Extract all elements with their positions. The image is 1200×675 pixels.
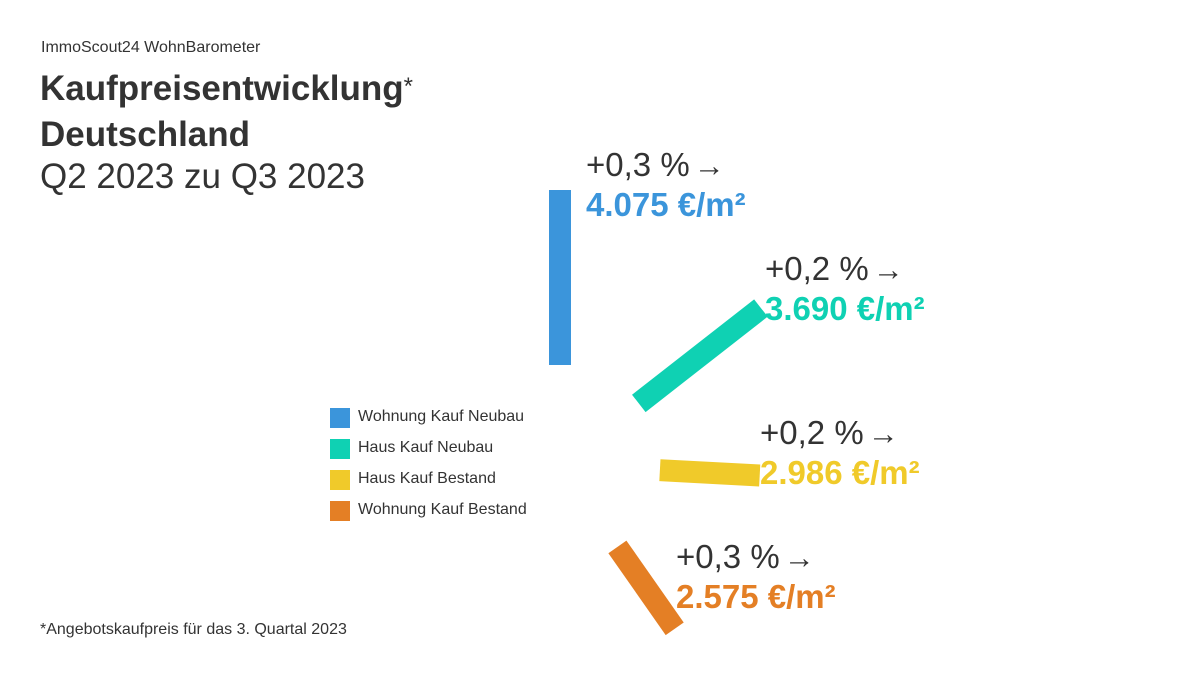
change-label: +0,3 % → [676,538,815,575]
arrow-right-icon: → [783,540,815,575]
bar-haus-kauf-bestand [659,459,761,487]
change-label: +0,2 % → [760,414,899,451]
legend-swatch [330,408,350,428]
annotation-wohnung-neubau: +0,3 % → 4.075 €/m² [586,146,746,225]
price-label: 4.075 €/m² [586,186,746,223]
source-label: ImmoScout24 WohnBarometer [41,39,261,56]
arrow-right-icon: → [867,416,899,451]
legend-swatch [330,439,350,459]
title-line-1: Kaufpreisentwicklung [40,69,404,108]
annotation-haus-neubau: +0,2 % → 3.690 €/m² [765,250,925,329]
legend-swatch [330,501,350,521]
bar-haus-kauf-neubau [632,299,768,413]
legend-swatch [330,470,350,490]
price-label: 2.986 €/m² [760,454,920,491]
title-line-2: Deutschland [40,115,251,154]
price-label: 3.690 €/m² [765,290,925,327]
legend-label: Wohnung Kauf Bestand [358,501,527,518]
chart-subtitle: Q2 2023 zu Q3 2023 [40,157,365,196]
legend-label: Haus Kauf Neubau [358,439,494,456]
change-label: +0,2 % → [765,250,904,287]
bar-wohnung-kauf-bestand [608,540,684,636]
arrow-right-icon: → [693,148,725,183]
price-label: 2.575 €/m² [676,578,836,615]
annotation-wohnung-bestand: +0,3 % → 2.575 €/m² [676,538,836,617]
footnote: *Angebotskaufpreis für das 3. Quartal 20… [40,621,347,638]
legend-label: Haus Kauf Bestand [358,470,496,487]
chart-title: Kaufpreisentwicklung* Deutschland [40,66,413,158]
change-label: +0,3 % → [586,146,725,183]
arrow-right-icon: → [872,252,904,287]
title-asterisk: * [403,73,414,100]
annotation-haus-bestand: +0,2 % → 2.986 €/m² [760,414,920,493]
legend-label: Wohnung Kauf Neubau [358,408,525,425]
